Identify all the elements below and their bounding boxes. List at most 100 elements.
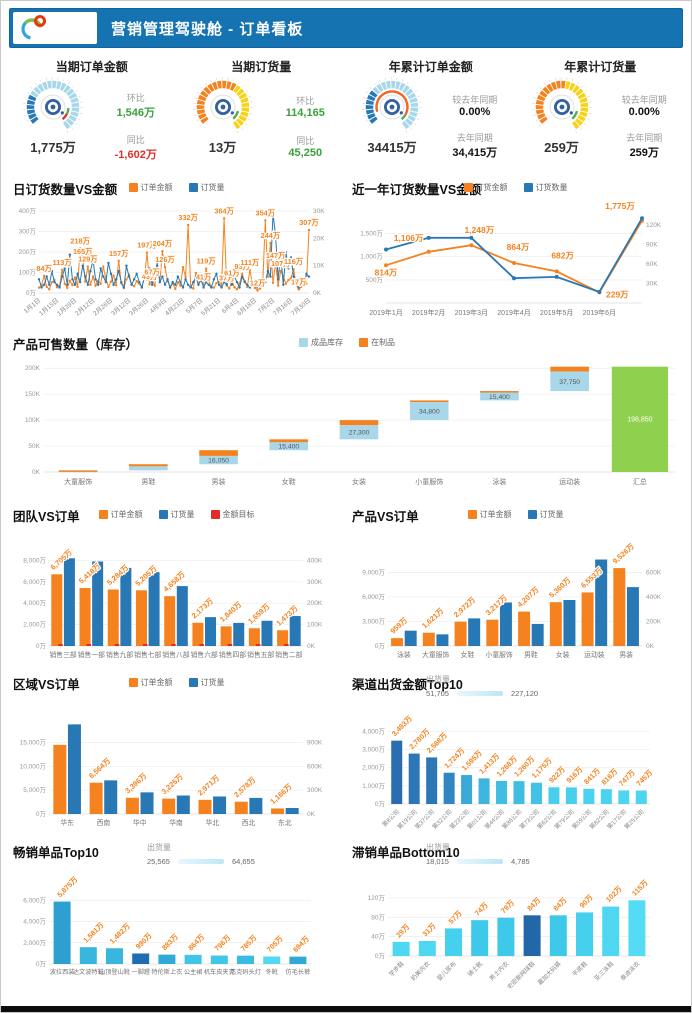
svg-text:华北: 华北 [205, 818, 219, 827]
svg-text:300K: 300K [307, 579, 323, 586]
panel-title: 滞销单品Bottom10 [352, 846, 460, 860]
svg-text:354万: 354万 [256, 208, 275, 217]
metric-label: 去年同期 [456, 133, 493, 144]
svg-text:0K: 0K [307, 811, 316, 818]
svg-text:34,800: 34,800 [419, 409, 440, 416]
svg-text:100K: 100K [25, 417, 41, 424]
metric-value: 114,165 [285, 107, 325, 119]
daily-orders-line-chart[interactable]: 0万100万200万300万400万0K10K20K30K1月1日1月15日1月… [9, 197, 343, 329]
kpi-value: 1,775万 [30, 140, 76, 155]
inventory-waterfall-chart[interactable]: 0K 50K 100K 150K 200K 大童服饰 男鞋 16,050 男装 15,400 女鞋 2… [9, 352, 685, 500]
svg-text:113万: 113万 [53, 258, 72, 267]
metric-label: 同比 [296, 136, 315, 146]
svg-text:5月21日: 5月21日 [199, 296, 222, 317]
svg-text:2019年3月: 2019年3月 [455, 308, 488, 317]
svg-text:200K: 200K [646, 618, 662, 625]
svg-text:0万: 0万 [36, 810, 47, 818]
svg-text:4,000万: 4,000万 [23, 918, 46, 926]
svg-text:115万: 115万 [630, 878, 650, 898]
svg-text:男士内衣: 男士内衣 [488, 960, 511, 983]
svg-text:销售五部: 销售五部 [247, 650, 274, 659]
svg-text:销售六部: 销售六部 [191, 650, 218, 659]
svg-text:8,000万: 8,000万 [23, 556, 46, 564]
svg-text:泳装: 泳装 [397, 650, 411, 659]
svg-text:6月18日: 6月18日 [235, 296, 258, 317]
svg-text:2,000万: 2,000万 [23, 621, 46, 629]
svg-text:1,621万: 1,621万 [420, 606, 446, 630]
svg-text:100K: 100K [307, 622, 323, 629]
svg-text:杰克码头灯: 杰克码头灯 [230, 968, 261, 976]
svg-text:1,248万: 1,248万 [464, 225, 494, 235]
svg-text:816万: 816万 [599, 767, 619, 787]
logo-box [13, 12, 97, 44]
svg-text:126万: 126万 [155, 255, 174, 264]
svg-text:10,000万: 10,000万 [20, 762, 47, 770]
svg-text:5,000万: 5,000万 [23, 786, 46, 794]
svg-text:男装: 男装 [619, 650, 633, 659]
svg-text:3,396万: 3,396万 [123, 771, 149, 795]
svg-text:销售四部: 销售四部 [219, 650, 246, 659]
svg-text:运动装: 运动装 [584, 650, 605, 659]
svg-text:37,750: 37,750 [559, 379, 580, 386]
svg-text:女鞋: 女鞋 [282, 477, 296, 486]
panel-title: 区域VS订单 [13, 678, 80, 692]
brand-logo-icon [21, 15, 46, 40]
monthly-orders-line-chart[interactable]: 500万 1,000万 1,500万 30K 60K 90K 120K 2019年1月 2019… [348, 197, 682, 329]
svg-text:204万: 204万 [153, 239, 172, 248]
metric-value: 45,250 [288, 147, 323, 159]
svg-text:500万: 500万 [366, 276, 384, 284]
panel-team-orders: 团队VS订单 订单金额 订货量 金额目标 0万 2,000万 4,000万 6,000万 8… [9, 503, 344, 671]
svg-text:67万: 67万 [144, 267, 159, 276]
svg-text:30K: 30K [313, 208, 325, 215]
svg-text:100万: 100万 [19, 269, 37, 277]
svg-text:6,564万: 6,564万 [87, 756, 113, 780]
svg-text:销售七部: 销售七部 [134, 650, 161, 659]
svg-text:229万: 229万 [606, 289, 629, 299]
panel-title: 近一年订货数量VS金额 [352, 183, 482, 197]
svg-text:15,400: 15,400 [489, 394, 510, 401]
svg-text:990万: 990万 [134, 931, 154, 951]
metric-value: 34,415万 [452, 147, 498, 160]
svg-text:2019年2月: 2019年2月 [412, 308, 445, 317]
panel-title: 产品VS订单 [352, 510, 419, 524]
svg-text:0万: 0万 [375, 800, 386, 808]
svg-text:864万: 864万 [186, 932, 206, 952]
svg-text:200K: 200K [25, 365, 41, 372]
svg-text:200K: 200K [307, 600, 323, 607]
svg-text:平底鞋: 平底鞋 [571, 960, 589, 978]
svg-text:华东: 华东 [60, 818, 74, 827]
svg-text:900K: 900K [307, 740, 323, 747]
svg-text:4,000万: 4,000万 [362, 727, 385, 735]
metric-label: 环比 [126, 93, 145, 104]
panel-title: 日订货数量VS金额 [13, 183, 118, 197]
product-orders-bar-chart[interactable]: 0万3,000万6,000万9,000万0K200K400K600K959万泳装… [348, 524, 682, 670]
svg-text:74万: 74万 [473, 900, 490, 917]
svg-text:山顶登山靴: 山顶登山靴 [99, 968, 130, 976]
svg-text:3,000万: 3,000万 [362, 746, 385, 754]
region-orders-bar-chart[interactable]: 0万 5,000万 10,000万 15,000万 0K 300K 600K 900K 华东 6,… [9, 692, 343, 838]
svg-text:40万: 40万 [371, 933, 385, 941]
svg-text:300万: 300万 [19, 228, 37, 236]
svg-text:747万: 747万 [617, 768, 637, 788]
svg-text:5,360万: 5,360万 [547, 575, 573, 599]
svg-text:198,850: 198,850 [627, 416, 652, 423]
panel-region-orders: 区域VS订单 订单金额 订货量 0万 5,000万 10,000万 15,000万 0K 3… [9, 671, 344, 839]
svg-text:307万: 307万 [299, 218, 318, 227]
svg-text:大童服饰: 大童服饰 [64, 477, 92, 486]
team-orders-bar-chart[interactable]: 0万 2,000万 4,000万 6,000万 8,000万 0K 100K 200K 300K… [9, 524, 343, 670]
svg-text:骑士靴: 骑士靴 [466, 960, 484, 978]
svg-text:西南: 西南 [97, 818, 111, 827]
svg-text:冬靴: 冬靴 [266, 968, 278, 976]
svg-text:147万: 147万 [266, 251, 285, 260]
svg-text:30K: 30K [646, 280, 658, 287]
svg-text:婴儿尿布: 婴儿尿布 [435, 960, 458, 983]
bottomsellers-bar-chart[interactable]: 0万40万80万120万29万学步鞋31万奶美内衣57万婴儿尿布74万骑士靴79… [348, 860, 682, 991]
metric-label: 同比 [126, 134, 145, 145]
svg-text:0万: 0万 [375, 642, 386, 650]
svg-text:嘉加大码裤: 嘉加大码裤 [536, 960, 563, 987]
svg-text:小童服饰: 小童服饰 [486, 650, 513, 659]
svg-text:男装: 男装 [212, 477, 226, 486]
svg-text:汇总: 汇总 [633, 477, 647, 486]
